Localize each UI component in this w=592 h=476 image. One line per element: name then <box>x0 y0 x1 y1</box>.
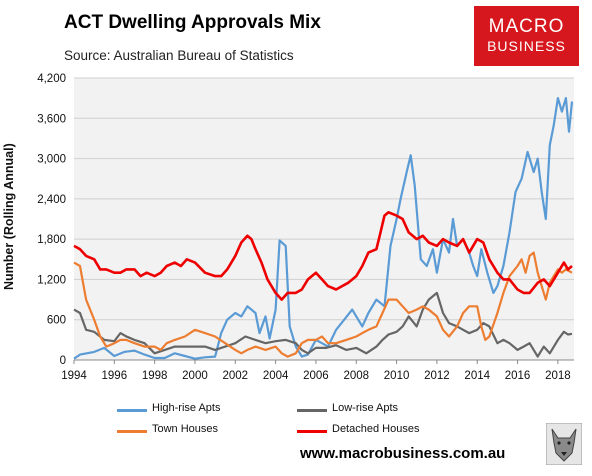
y-tick-label: 1,800 <box>37 234 66 246</box>
series-line-town-houses <box>73 251 573 358</box>
footer-url: www.macrobusiness.com.au <box>300 445 506 462</box>
legend-label-low-rise: Low-rise Apts <box>332 402 399 414</box>
legend-label-high-rise: High-rise Apts <box>152 402 221 414</box>
legend-swatch-detached <box>297 430 327 433</box>
x-tick-label: 2008 <box>343 370 369 382</box>
y-tick-label: 4,200 <box>37 73 66 85</box>
y-tick-label: 1,200 <box>37 274 66 286</box>
y-tick-label: 0 <box>60 355 66 367</box>
logo-line1: MACRO <box>488 16 565 37</box>
x-tick-label: 2006 <box>303 370 329 382</box>
legend-swatch-low-rise <box>297 409 327 412</box>
chart-title: ACT Dwelling Approvals Mix <box>64 12 321 33</box>
legend-label-town: Town Houses <box>152 423 219 435</box>
logo-line2: BUSINESS <box>487 38 566 54</box>
x-tick-label: 2012 <box>424 370 450 382</box>
y-tick-label: 3,000 <box>37 154 66 166</box>
x-tick-label: 2000 <box>182 370 208 382</box>
series-line-detached-houses <box>73 211 573 301</box>
x-tick-label: 1998 <box>142 370 168 382</box>
x-tick-label: 2016 <box>505 370 531 382</box>
legend-swatch-town <box>117 430 147 433</box>
macrobusiness-logo: MACRO BUSINESS <box>474 6 579 66</box>
x-tick-label: 1994 <box>61 370 87 382</box>
series-line-high-rise-apts <box>73 97 574 360</box>
y-tick-label: 600 <box>47 315 66 327</box>
y-tick-label: 3,600 <box>37 113 66 125</box>
x-tick-label: 1996 <box>102 370 128 382</box>
wolf-logo-icon <box>546 423 582 465</box>
x-tick-label: 2002 <box>222 370 248 382</box>
x-tick-label: 2018 <box>545 370 571 382</box>
y-tick-label: 2,400 <box>37 194 66 206</box>
legend-swatch-high-rise <box>117 409 147 412</box>
x-tick-label: 2004 <box>263 370 289 382</box>
legend-label-detached: Detached Houses <box>332 423 420 435</box>
x-tick-label: 2014 <box>464 370 490 382</box>
chart-source: Source: Australian Bureau of Statistics <box>64 48 294 63</box>
series-line-low-rise-apts <box>73 291 573 358</box>
x-tick-label: 2010 <box>384 370 410 382</box>
plot-area <box>74 78 574 360</box>
